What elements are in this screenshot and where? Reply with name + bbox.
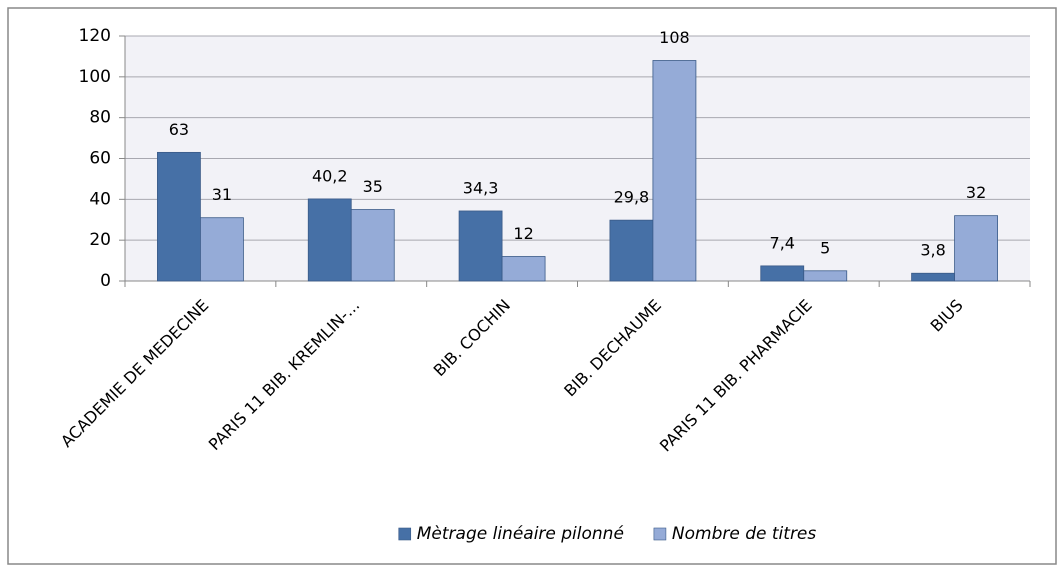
bar [911, 272, 955, 282]
data-label: 35 [363, 177, 383, 196]
y-tick-label: 60 [89, 149, 111, 169]
data-label: 12 [513, 224, 533, 243]
data-label: 29,8 [614, 188, 650, 207]
bar [609, 219, 654, 282]
y-tick-label: 20 [89, 230, 111, 250]
bar [307, 198, 352, 282]
y-tick-label: 40 [89, 189, 111, 209]
legend-label: Nombre de titres [672, 524, 816, 544]
legend-label: Mètrage linéaire pilonné [417, 524, 624, 544]
data-label: 40,2 [312, 166, 348, 185]
y-tick-label: 80 [89, 108, 111, 128]
bar [200, 217, 244, 282]
data-label: 7,4 [770, 233, 795, 252]
legend: Mètrage linéaire pilonné Nombre de titres [398, 524, 816, 544]
bar [652, 60, 697, 282]
bar [458, 210, 503, 282]
data-label: 3,8 [920, 241, 945, 260]
y-tick-label: 120 [79, 26, 111, 46]
data-label: 63 [169, 120, 189, 139]
bar [157, 151, 201, 282]
legend-swatch [398, 527, 412, 541]
bar [501, 256, 546, 282]
data-label: 32 [966, 183, 986, 202]
bar [803, 270, 848, 282]
bar [760, 265, 805, 282]
data-label: 5 [820, 238, 830, 257]
y-tick-label: 0 [100, 271, 111, 291]
data-label: 31 [212, 185, 232, 204]
data-label: 34,3 [463, 178, 499, 197]
bar [350, 209, 395, 282]
legend-swatch [653, 527, 667, 541]
data-label: 108 [659, 28, 690, 47]
bar [954, 215, 998, 282]
y-tick-label: 100 [79, 67, 111, 87]
